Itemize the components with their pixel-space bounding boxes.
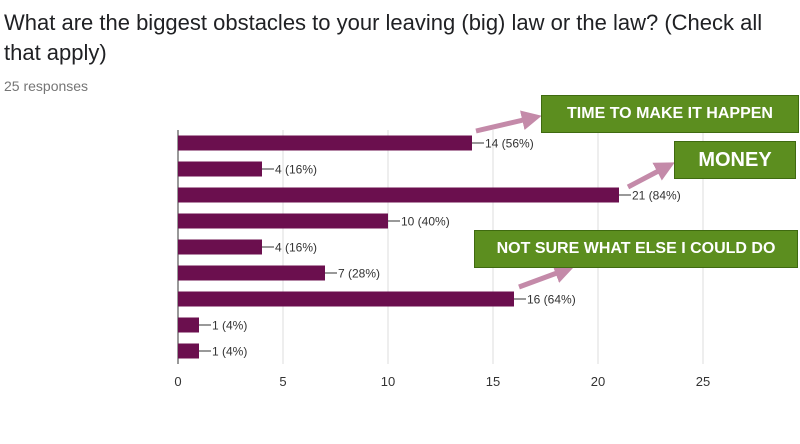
callout-not-sure: NOT SURE WHAT ELSE I COULD DO [474,230,798,268]
annotation-arrow [518,264,575,290]
data-label: 4 (16%) [275,163,317,177]
x-tick-label: 15 [486,374,500,389]
bar [178,317,199,333]
x-tick-label: 25 [696,374,710,389]
bar [178,187,619,203]
x-tick-label: 0 [174,374,181,389]
annotation-arrow [475,110,542,134]
data-label: 10 (40%) [401,215,450,229]
x-tick-label: 20 [591,374,605,389]
callout-money: MONEY [674,141,796,179]
data-label: 21 (84%) [632,189,681,203]
data-label: 14 (56%) [485,137,534,151]
data-label: 1 (4%) [212,345,247,359]
bar [178,239,262,255]
data-label: 4 (16%) [275,241,317,255]
bar [178,343,199,359]
bar [178,161,262,177]
x-tick-label: 5 [279,374,286,389]
data-label: 7 (28%) [338,267,380,281]
response-count: 25 responses [4,78,89,94]
callout-time: TIME TO MAKE IT HAPPEN [541,95,799,133]
bar [178,135,472,151]
bar [178,265,325,281]
data-label: 16 (64%) [527,293,576,307]
question-title: What are the biggest obstacles to your l… [4,10,763,65]
x-tick-label: 10 [381,374,395,389]
bar [178,213,388,229]
data-label: 1 (4%) [212,319,247,333]
annotation-arrow [626,162,675,190]
bar [178,291,514,307]
